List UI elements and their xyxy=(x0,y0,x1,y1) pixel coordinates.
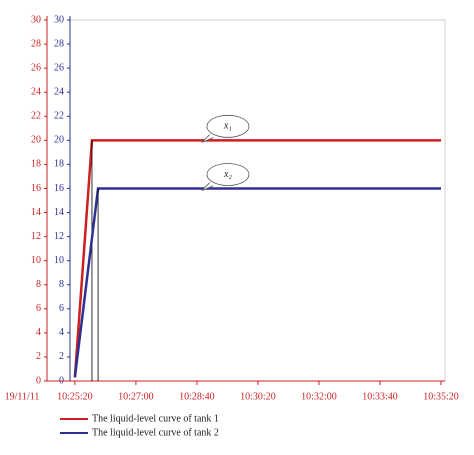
annotation: x₁ xyxy=(223,121,232,132)
y2-tick-label: 30 xyxy=(54,14,64,25)
x-tick-label: 10:28:40 xyxy=(179,391,215,402)
y-tick-label: 12 xyxy=(31,231,41,242)
y2-tick-label: 8 xyxy=(59,279,64,290)
plot-frame xyxy=(69,19,446,382)
callout xyxy=(201,134,215,143)
series-line xyxy=(73,187,441,378)
y-tick-label: 14 xyxy=(31,207,41,218)
y-tick-label: 18 xyxy=(31,159,41,170)
y2-tick-label: 24 xyxy=(54,86,64,97)
y2-tick-label: 16 xyxy=(54,183,64,194)
callout xyxy=(206,114,250,138)
y-tick-label: 16 xyxy=(31,183,41,194)
y-tick-label: 30 xyxy=(31,14,41,25)
callout-fix xyxy=(209,181,215,187)
y2-tick-label: 10 xyxy=(54,255,64,266)
y2-tick-label: 6 xyxy=(59,303,64,314)
date-label: 19/11/11 xyxy=(5,391,40,402)
callout xyxy=(201,182,215,191)
x-tick-label: 10:25:20 xyxy=(57,391,93,402)
y2-tick-label: 14 xyxy=(54,207,64,218)
y-tick-label: 4 xyxy=(36,327,41,338)
y2-tick-label: 22 xyxy=(54,111,64,122)
y2-tick-label: 26 xyxy=(54,62,64,73)
y2-tick-label: 20 xyxy=(54,135,64,146)
y2-tick-label: 18 xyxy=(54,159,64,170)
y-tick-label: 24 xyxy=(31,86,41,97)
y2-tick-label: 4 xyxy=(59,327,64,338)
y-tick-label: 26 xyxy=(31,62,41,73)
x-tick-label: 10:32:00 xyxy=(301,391,337,402)
y-tick-label: 20 xyxy=(31,135,41,146)
callout-fix xyxy=(209,133,215,138)
legend-label: The liquid-level curve of tank 1 xyxy=(92,413,219,424)
y2-tick-label: 28 xyxy=(54,38,64,49)
y-tick-label: 28 xyxy=(31,38,41,49)
series-line xyxy=(73,139,441,378)
y-tick-label: 22 xyxy=(31,111,41,122)
x-tick-label: 10:35:20 xyxy=(423,391,459,402)
x-tick-label: 10:30:20 xyxy=(240,391,276,402)
y-tick-label: 6 xyxy=(36,303,41,314)
x-tick-label: 10:27:00 xyxy=(118,391,154,402)
y-tick-label: 2 xyxy=(36,351,41,362)
annotation: x₂ xyxy=(223,169,232,180)
y-tick-label: 0 xyxy=(36,375,41,386)
legend-label: The liquid-level curve of tank 2 xyxy=(92,427,219,438)
y-tick-label: 10 xyxy=(31,255,41,266)
y-tick-label: 8 xyxy=(36,279,41,290)
callout xyxy=(206,163,250,186)
y2-tick-label: 12 xyxy=(54,231,64,242)
y2-tick-label: 2 xyxy=(59,351,64,362)
x-tick-label: 10:33:40 xyxy=(362,391,398,402)
